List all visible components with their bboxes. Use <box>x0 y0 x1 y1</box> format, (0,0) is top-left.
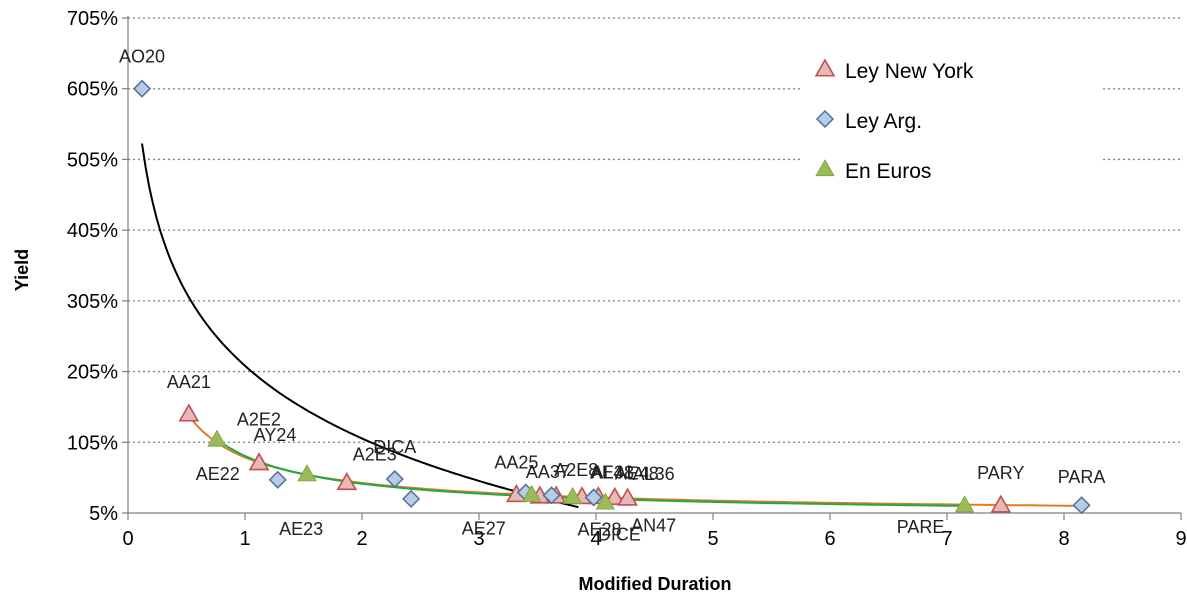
point-label: DICA <box>373 437 416 457</box>
point-label: AE22 <box>196 464 240 484</box>
point-label: AE38 <box>590 463 634 483</box>
point-label: AE23 <box>279 519 323 539</box>
data-point <box>132 79 152 98</box>
trend-line <box>188 415 1082 507</box>
y-tick-label: 705% <box>67 8 118 30</box>
point-label: AY24 <box>254 425 297 445</box>
x-tick-label: 8 <box>1058 528 1069 550</box>
data-point <box>248 452 270 471</box>
x-tick-label: 9 <box>1175 528 1186 550</box>
point-label: AE27 <box>462 518 506 538</box>
legend-marker <box>815 109 835 129</box>
point-label: AE28 <box>578 519 622 539</box>
data-point <box>207 429 227 447</box>
legend-label: En Euros <box>845 160 931 183</box>
data-point <box>178 403 200 422</box>
point-label: A2E2 <box>237 409 281 429</box>
data-points <box>132 79 1091 515</box>
x-tick-label: 6 <box>824 528 835 550</box>
y-tick-label: 505% <box>67 149 118 171</box>
data-point <box>336 471 358 491</box>
data-point <box>562 486 583 504</box>
data-point <box>1072 496 1091 515</box>
data-point <box>385 469 404 489</box>
y-tick-label: 105% <box>67 432 118 454</box>
data-point <box>954 495 975 513</box>
point-labels: AA21 AY24 A2E3 AA25AA37A2E8AE38AL41AE48AL36… <box>119 47 1105 545</box>
data-point <box>595 492 616 510</box>
point-label: AA21 <box>167 372 211 392</box>
legend-label: Ley Arg. <box>845 110 922 133</box>
axes <box>122 16 1182 520</box>
point-label: AE48 <box>615 463 659 483</box>
x-axis-title: Modified Duration <box>579 574 732 594</box>
legend-label: Ley New York <box>845 60 974 83</box>
point-label: AA25 <box>494 453 538 473</box>
tick-labels: 5% 105% 205% 305% 405% 505% 605% 705% 0 1 2 3 4 5 6 7 8 9 <box>67 8 1187 550</box>
point-label: DICE <box>598 524 641 544</box>
y-tick-label: 205% <box>67 362 118 384</box>
point-label: AL36 <box>633 464 675 484</box>
x-tick-label: 3 <box>473 528 484 550</box>
point-label: AL41 <box>591 463 633 483</box>
point-label: PARE <box>897 517 945 537</box>
point-label: A2E8 <box>554 460 598 480</box>
point-label: A2E3 <box>353 445 397 465</box>
legend-marker <box>814 58 836 77</box>
legend: Ley New York Ley Arg. En Euros <box>803 40 1103 200</box>
y-tick-label: 405% <box>67 220 118 242</box>
data-point <box>268 470 287 489</box>
point-label: AO20 <box>119 47 165 67</box>
point-label: AN47 <box>631 515 676 535</box>
data-point <box>297 464 317 482</box>
legend-marker <box>815 159 835 177</box>
grid-lines <box>128 17 1181 443</box>
y-tick-label: 5% <box>89 503 118 525</box>
data-point <box>542 486 561 505</box>
point-label: AA37 <box>526 462 570 482</box>
data-point <box>402 489 421 508</box>
x-tick-label: 7 <box>941 528 952 550</box>
x-tick-label: 4 <box>590 528 601 550</box>
data-point <box>604 486 626 505</box>
data-point <box>990 494 1012 513</box>
x-tick-label: 0 <box>122 528 133 550</box>
data-point <box>617 487 638 506</box>
trend-line <box>141 143 579 509</box>
y-axis-title: Yield <box>12 249 32 291</box>
x-tick-label: 5 <box>707 528 718 550</box>
point-label: PARY <box>977 463 1024 483</box>
data-point <box>584 488 603 507</box>
x-tick-label: 1 <box>239 528 250 550</box>
data-point <box>521 484 542 502</box>
legend-background <box>803 40 1103 200</box>
y-tick-label: 605% <box>67 79 118 101</box>
point-label: PARA <box>1058 467 1106 487</box>
y-tick-label: 305% <box>67 291 118 313</box>
x-tick-label: 2 <box>356 528 367 550</box>
